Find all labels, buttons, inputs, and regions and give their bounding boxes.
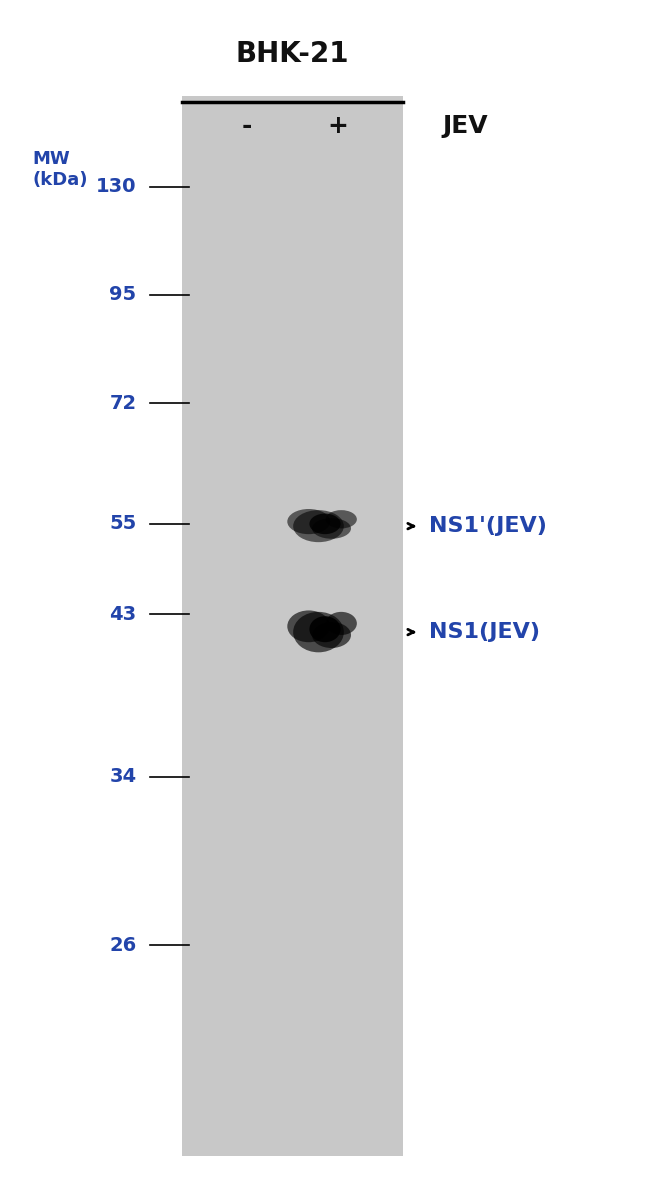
Ellipse shape xyxy=(293,510,344,542)
Text: 130: 130 xyxy=(96,177,136,196)
Text: 34: 34 xyxy=(109,767,136,786)
Ellipse shape xyxy=(309,616,341,642)
Text: 72: 72 xyxy=(109,394,136,413)
Text: NS1(JEV): NS1(JEV) xyxy=(429,622,540,642)
Text: 26: 26 xyxy=(109,936,136,955)
Bar xyxy=(182,96,403,1156)
Ellipse shape xyxy=(312,622,351,648)
Ellipse shape xyxy=(287,509,330,535)
Text: 95: 95 xyxy=(109,285,136,305)
Ellipse shape xyxy=(326,510,357,529)
Ellipse shape xyxy=(309,514,341,535)
Text: MW
(kDa): MW (kDa) xyxy=(32,150,88,189)
Text: 55: 55 xyxy=(109,514,136,533)
Text: 43: 43 xyxy=(109,604,136,624)
Text: JEV: JEV xyxy=(442,114,488,138)
Text: +: + xyxy=(328,114,348,138)
Text: BHK-21: BHK-21 xyxy=(236,40,349,69)
Text: -: - xyxy=(242,114,252,138)
Ellipse shape xyxy=(326,612,357,635)
Ellipse shape xyxy=(293,612,344,653)
Ellipse shape xyxy=(312,518,351,538)
Text: NS1'(JEV): NS1'(JEV) xyxy=(429,517,547,536)
Ellipse shape xyxy=(287,610,330,642)
